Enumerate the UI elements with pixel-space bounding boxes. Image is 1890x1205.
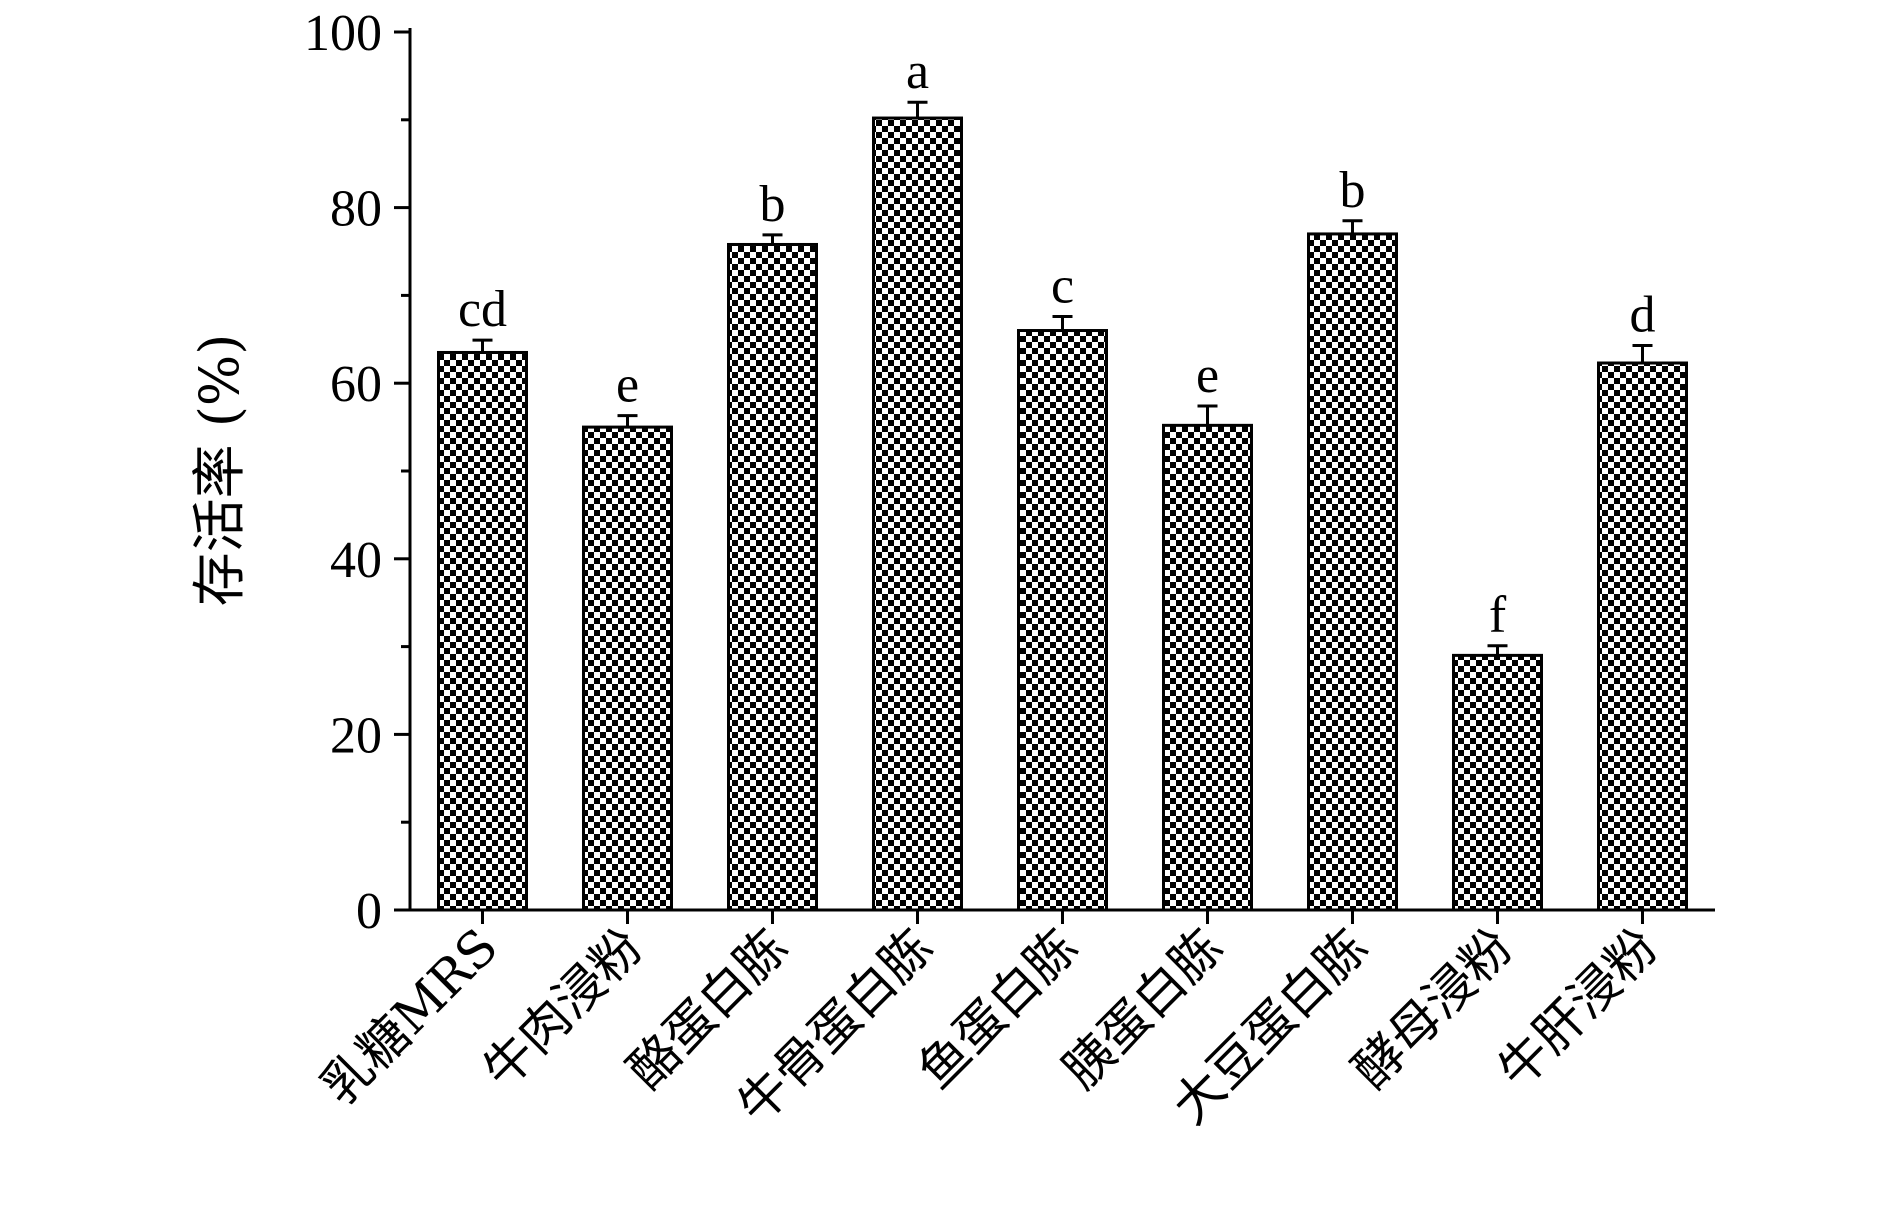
category-label: 牛肉浸粉 (472, 917, 654, 1099)
significance-label: b (1340, 162, 1366, 219)
category-label: 牛肝浸粉 (1487, 917, 1669, 1099)
y-tick-label: 0 (356, 883, 382, 940)
y-tick-label: 80 (330, 181, 382, 238)
significance-label: e (1196, 347, 1219, 404)
category-label: 乳糖MRS (310, 917, 509, 1116)
bar (1452, 653, 1543, 912)
bar (872, 116, 963, 912)
category-label: 酵母浸粉 (1342, 917, 1524, 1099)
bars-layer (437, 100, 1688, 912)
significance-label: b (760, 176, 786, 233)
significance-label: e (616, 357, 639, 414)
significance-label: d (1630, 286, 1656, 343)
y-tick-label: 20 (330, 707, 382, 764)
bar (1017, 329, 1108, 912)
bar (582, 425, 673, 912)
significance-label: cd (458, 281, 507, 338)
significance-label: c (1051, 257, 1074, 314)
bar (1307, 232, 1398, 912)
bar (1597, 361, 1688, 912)
y-axis-title: 存活率 (%) (188, 334, 251, 607)
y-tick-label: 40 (330, 532, 382, 589)
significance-label: f (1489, 587, 1507, 644)
axes-layer (394, 28, 1715, 924)
bar (1162, 423, 1253, 912)
y-tick-label: 60 (330, 356, 382, 413)
category-label: 鱼蛋白胨 (907, 917, 1089, 1099)
bar (727, 242, 818, 912)
bar (437, 350, 528, 912)
significance-label: a (906, 43, 929, 100)
y-tick-label: 100 (304, 5, 382, 62)
